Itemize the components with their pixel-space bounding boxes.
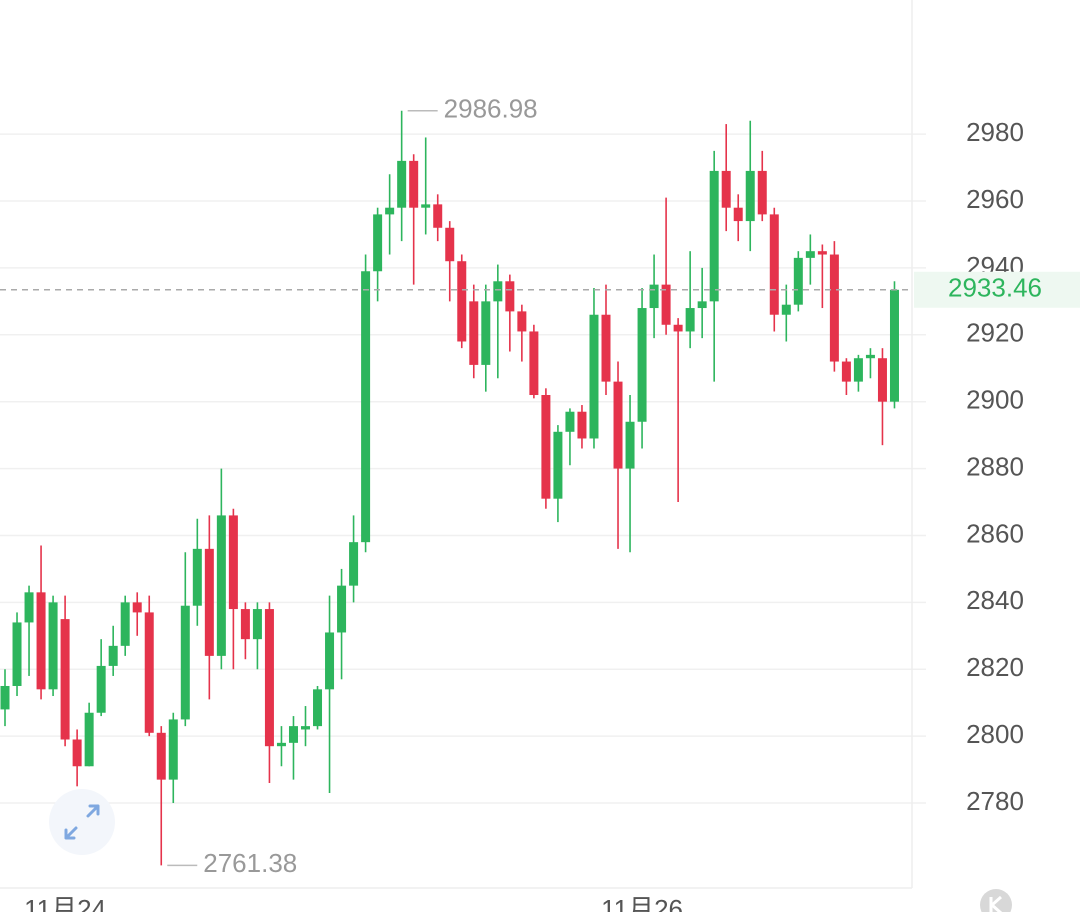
expand-button[interactable] (49, 789, 115, 855)
candle-body (769, 214, 779, 315)
candle-body (421, 204, 431, 208)
candle-body (865, 354, 875, 359)
candle-body (805, 251, 815, 258)
candle-body (541, 395, 551, 499)
candle-body (397, 160, 407, 208)
expand-icon[interactable] (64, 804, 100, 840)
candle-body (12, 622, 22, 686)
candle-body (889, 289, 899, 402)
candle-body (72, 739, 82, 767)
candle-body (745, 170, 755, 222)
y-tick-label: 2860 (966, 518, 1024, 548)
candle-body (601, 314, 611, 382)
y-tick-label: 2920 (966, 318, 1024, 348)
candle-body (264, 609, 274, 747)
candle-body (373, 214, 383, 272)
candle-body (877, 358, 887, 402)
candle-body (445, 227, 455, 262)
last-price-tag (914, 271, 1080, 308)
y-tick-label: 2780 (966, 786, 1024, 816)
low-marker-label: 2761.38 (203, 848, 297, 878)
y-tick-label: 2820 (966, 652, 1024, 682)
k-icon[interactable] (989, 895, 1002, 912)
candle-body (649, 284, 659, 309)
last-price-label: 2933.46 (948, 273, 1042, 303)
candle-body (96, 665, 106, 713)
candle-body (625, 421, 635, 469)
y-tick-label: 2900 (966, 385, 1024, 415)
candle-body (517, 311, 527, 332)
candle-body (781, 304, 791, 315)
candle-body (757, 170, 767, 215)
candle-body (553, 431, 563, 499)
candle-body (60, 619, 70, 740)
candle-body (216, 515, 226, 656)
candle-body (313, 689, 323, 727)
candle-body (817, 251, 827, 255)
x-tick-label: 11月24 (24, 894, 106, 912)
candle-body (132, 602, 142, 613)
candle-body (349, 542, 359, 586)
candle-body (325, 632, 335, 690)
candle-body (637, 308, 647, 422)
y-tick-label: 2980 (966, 117, 1024, 147)
candle-body (589, 314, 599, 439)
candle-body (529, 331, 539, 396)
y-tick-label: 2880 (966, 451, 1024, 481)
k-button[interactable] (980, 889, 1012, 912)
candle-body (48, 602, 58, 690)
candle-body (565, 411, 575, 432)
candle-body (276, 742, 286, 747)
candle-body (829, 254, 839, 362)
candle-body (204, 548, 214, 656)
candle-body (84, 712, 94, 767)
candle-body (0, 685, 10, 710)
high-marker-label: 2986.98 (444, 94, 538, 124)
candle-body (168, 719, 178, 780)
candle-body (288, 726, 298, 743)
candle-body (733, 207, 743, 222)
candle-body (228, 515, 238, 610)
candle-body (156, 732, 166, 780)
x-tick-label: 11月26 (601, 894, 683, 912)
candle-body (24, 592, 34, 623)
candle-body (301, 726, 310, 730)
candle-body (337, 585, 347, 633)
candle-body (853, 358, 863, 382)
candle-body (252, 609, 262, 640)
candle-body (433, 204, 443, 228)
candle-body (673, 324, 683, 332)
y-tick-label: 2840 (966, 585, 1024, 615)
candle-body (108, 645, 118, 666)
candle-body (697, 301, 707, 309)
candle-body (613, 381, 623, 469)
candle-body (709, 170, 719, 302)
candle-body (409, 160, 419, 208)
candle-body (192, 548, 202, 606)
y-tick-label: 2960 (966, 184, 1024, 214)
candle-body (793, 257, 803, 305)
candle-body (505, 281, 515, 312)
candle-body (120, 602, 130, 646)
candle-body (721, 170, 731, 208)
candle-body (361, 271, 371, 543)
candle-body (240, 609, 250, 640)
candle-body (385, 207, 395, 215)
plot-layer: 2780280028202840286028802900292029402960… (0, 94, 1080, 912)
candle-body (457, 261, 467, 342)
y-tick-label: 2800 (966, 719, 1024, 749)
candle-body (685, 308, 695, 332)
candle-body (577, 411, 587, 439)
candle-body (469, 301, 479, 365)
candle-body (36, 592, 46, 690)
candle-body (661, 284, 671, 325)
expand-button-bg[interactable] (49, 789, 115, 855)
candle-body (481, 301, 491, 365)
candle-body (180, 605, 190, 720)
candle-body (841, 361, 851, 382)
candle-body (144, 612, 154, 733)
candle-body (493, 281, 503, 302)
